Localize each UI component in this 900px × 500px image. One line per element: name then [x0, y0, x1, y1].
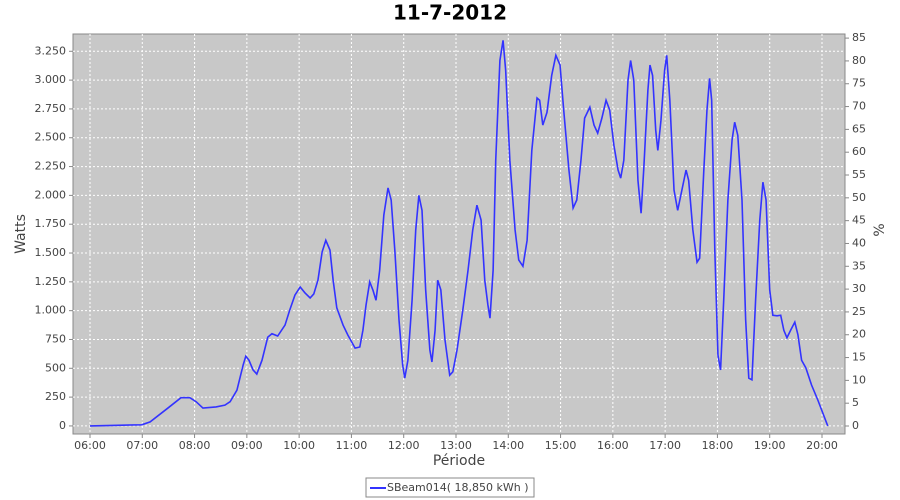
legend-label: SBeam014( 18,850 kWh ) [387, 481, 529, 494]
x-tick-label: 09:00 [231, 439, 263, 452]
y-tick-label: 3.250 [35, 44, 67, 57]
y-tick-label: 2.500 [35, 131, 67, 144]
y-tick-label: 250 [45, 390, 66, 403]
x-tick-label: 18:00 [702, 439, 734, 452]
x-tick-label: 12:00 [388, 439, 420, 452]
plot-area [72, 33, 846, 435]
y2-tick-label: 75 [852, 77, 866, 90]
chart-title: 11-7-2012 [393, 1, 507, 25]
y-tick-label: 2.750 [35, 102, 67, 115]
y2-tick-label: 40 [852, 236, 866, 249]
x-tick-label: 17:00 [649, 439, 681, 452]
x-tick-label: 19:00 [754, 439, 786, 452]
y2-tick-label: 25 [852, 305, 866, 318]
y-axis-label: Watts [13, 214, 29, 254]
y2-tick-label: 20 [852, 328, 866, 341]
y-tick-label: 500 [45, 361, 66, 374]
y2-tick-label: 30 [852, 282, 866, 295]
y2-tick-label: 10 [852, 373, 866, 386]
y2-tick-label: 5 [852, 396, 859, 409]
y-tick-label: 1.250 [35, 275, 67, 288]
y2-tick-label: 55 [852, 168, 866, 181]
data-line [89, 40, 829, 427]
x-tick-label: 08:00 [179, 439, 211, 452]
x-tick-label: 06:00 [74, 439, 106, 452]
y-tick-label: 2.000 [35, 188, 67, 201]
x-tick-label: 13:00 [440, 439, 472, 452]
y2-axis-label: % [872, 223, 888, 236]
x-axis-label: Période [433, 453, 485, 469]
y2-tick-label: 50 [852, 191, 866, 204]
y2-tick-label: 60 [852, 145, 866, 158]
x-tick-label: 15:00 [545, 439, 577, 452]
legend-box [365, 477, 535, 498]
y2-tick-label: 45 [852, 214, 866, 227]
x-tick-label: 10:00 [283, 439, 315, 452]
y2-tick-label: 35 [852, 259, 866, 272]
y-tick-label: 1.500 [35, 246, 67, 259]
legend: SBeam014( 18,850 kWh ) [365, 477, 535, 498]
y2-tick-label: 85 [852, 31, 866, 44]
x-tick-label: 11:00 [336, 439, 368, 452]
y-tick-label: 1.000 [35, 304, 67, 317]
y-tick-label: 3.000 [35, 73, 67, 86]
x-tick-label: 14:00 [492, 439, 524, 452]
x-tick-label: 07:00 [126, 439, 158, 452]
y2-tick-label: 70 [852, 100, 866, 113]
y2-tick-label: 80 [852, 54, 866, 67]
y2-tick-label: 0 [852, 419, 859, 432]
y-tick-label: 2.250 [35, 160, 67, 173]
y-tick-label: 0 [59, 419, 66, 432]
y2-tick-label: 65 [852, 122, 866, 135]
y-tick-label: 1.750 [35, 217, 67, 230]
y2-tick-label: 15 [852, 351, 866, 364]
x-tick-label: 20:00 [806, 439, 838, 452]
y-tick-label: 750 [45, 332, 66, 345]
x-tick-label: 16:00 [597, 439, 629, 452]
